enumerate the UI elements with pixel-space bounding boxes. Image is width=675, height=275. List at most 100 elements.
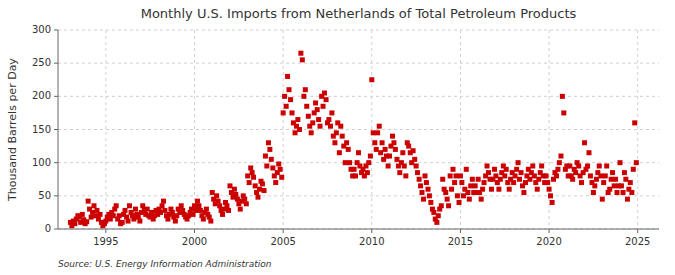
point: [344, 140, 349, 145]
point: [594, 177, 599, 182]
point: [517, 177, 522, 182]
point: [607, 187, 612, 192]
point: [418, 183, 423, 188]
grid-line: [58, 129, 659, 130]
point: [567, 163, 572, 168]
point: [436, 213, 441, 218]
point: [276, 161, 281, 166]
tick-mark: [194, 229, 195, 233]
tick-mark: [54, 129, 58, 130]
point: [201, 217, 206, 222]
point: [393, 147, 398, 152]
point: [123, 208, 128, 213]
grid-line: [58, 96, 659, 97]
point: [297, 127, 302, 132]
point: [238, 207, 243, 212]
grid-line: [637, 30, 638, 229]
point: [269, 157, 274, 162]
tick-label: 250: [32, 57, 51, 68]
point: [161, 199, 166, 204]
point: [310, 120, 315, 125]
point: [193, 208, 198, 213]
point: [539, 163, 544, 168]
point: [208, 219, 213, 224]
point: [523, 180, 528, 185]
point: [140, 203, 145, 208]
point: [591, 190, 596, 195]
point: [493, 173, 498, 178]
point: [619, 183, 624, 188]
tick-mark: [105, 229, 106, 233]
point: [486, 170, 491, 175]
grid-line: [549, 30, 550, 229]
point: [282, 94, 287, 99]
point: [329, 110, 334, 115]
tick-mark: [54, 195, 58, 196]
point: [226, 208, 231, 213]
point: [610, 170, 615, 175]
point: [304, 104, 309, 109]
point: [352, 167, 357, 172]
point: [458, 173, 463, 178]
point: [165, 217, 170, 222]
point: [628, 180, 633, 185]
point: [253, 183, 258, 188]
point: [476, 177, 481, 182]
point: [353, 173, 358, 178]
point: [86, 199, 91, 204]
point: [445, 197, 450, 202]
point: [133, 207, 138, 212]
point: [196, 203, 201, 208]
point: [377, 124, 382, 129]
point: [465, 190, 470, 195]
tick-label: 100: [32, 157, 51, 168]
point: [446, 203, 451, 208]
point: [598, 173, 603, 178]
point: [160, 203, 165, 208]
tick-mark: [549, 229, 550, 233]
point: [298, 51, 303, 56]
point: [192, 203, 197, 208]
point: [383, 147, 388, 152]
point: [127, 203, 132, 208]
point: [293, 130, 298, 135]
point: [464, 167, 469, 172]
point: [365, 170, 370, 175]
point: [224, 203, 229, 208]
point: [179, 203, 184, 208]
point: [170, 210, 175, 215]
point: [422, 173, 427, 178]
point: [368, 154, 373, 159]
point: [550, 200, 555, 205]
point: [434, 220, 439, 225]
point: [372, 140, 377, 145]
point: [306, 114, 311, 119]
point: [545, 180, 550, 185]
point: [521, 190, 526, 195]
chart-container: 0501001502002503001995200020052010201520…: [0, 0, 675, 275]
point: [371, 130, 376, 135]
point: [318, 124, 323, 129]
point: [454, 173, 459, 178]
point: [356, 150, 361, 155]
tick-mark: [54, 63, 58, 64]
point: [457, 200, 462, 205]
point: [158, 210, 163, 215]
point: [450, 167, 455, 172]
point: [380, 140, 385, 145]
point: [290, 110, 295, 115]
points: [68, 51, 639, 228]
point: [467, 197, 472, 202]
point: [600, 197, 605, 202]
point: [586, 150, 591, 155]
tick-mark: [283, 229, 284, 233]
point: [245, 173, 250, 178]
point: [337, 150, 342, 155]
point: [561, 110, 566, 115]
point: [427, 193, 432, 198]
point: [338, 124, 343, 129]
point: [403, 173, 408, 178]
tick-label: 1995: [93, 236, 118, 247]
point: [482, 180, 487, 185]
point: [570, 177, 575, 182]
